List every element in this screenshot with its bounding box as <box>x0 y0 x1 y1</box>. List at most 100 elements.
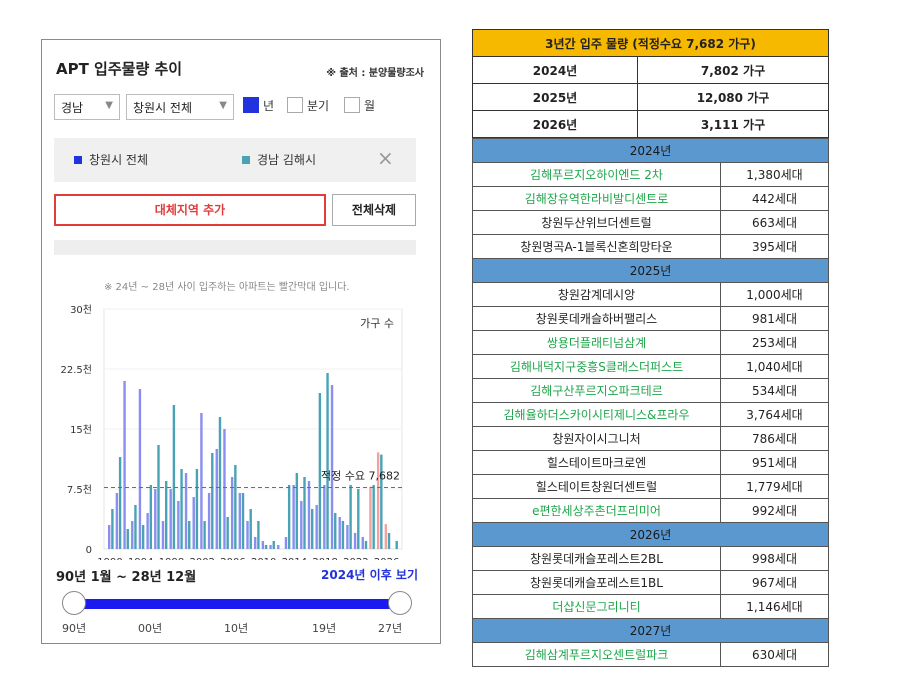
unit-count: 1,380세대 <box>720 162 829 187</box>
bar <box>334 513 337 549</box>
bar <box>318 393 322 549</box>
table-row: 힐스테이트마크로엔 951세대 <box>472 450 829 475</box>
unit-count: 1,779세대 <box>720 474 829 499</box>
y-tick-label: 0 <box>86 545 92 556</box>
summary-year: 2024년 <box>472 56 638 84</box>
x-tick-label: 2018 <box>312 557 337 560</box>
bar <box>215 449 218 549</box>
legend-label-gimhae: 경남 김해시 <box>257 153 317 167</box>
checkbox-year-label: 년 <box>263 99 275 113</box>
bar <box>146 513 149 549</box>
table-row: 2026년 3,111 가구 <box>472 110 829 138</box>
view-after-2024-link[interactable]: 2024년 이후 보기 <box>321 568 418 582</box>
checkbox-quarter[interactable] <box>287 97 303 113</box>
delete-all-button[interactable]: 전체삭제 <box>332 194 416 226</box>
divider-bar <box>54 240 416 255</box>
bar <box>376 452 380 549</box>
complex-name: 창원자이시그니처 <box>472 426 721 451</box>
close-icon[interactable]: × <box>377 146 394 170</box>
bar <box>353 533 357 549</box>
checkbox-year[interactable] <box>243 97 259 113</box>
table-row: 김해삼계푸르지오센트럴파크 630세대 <box>472 642 829 667</box>
unit-count: 442세대 <box>720 186 829 211</box>
table-row: 김해율하더스카이시티제니스&프라우 3,764세대 <box>472 402 829 427</box>
bar <box>218 417 222 549</box>
complex-name: 김해장유역한라비발디센트로 <box>472 186 721 211</box>
unit-count: 534세대 <box>720 378 829 403</box>
x-tick-label: 2002 <box>189 557 214 560</box>
complex-name: 힐스테이트창원더센트럴 <box>472 474 721 499</box>
bar <box>346 525 349 549</box>
unit-count: 3,764세대 <box>720 402 829 427</box>
table-row: 김해장유역한라비발디센트로 442세대 <box>472 186 829 211</box>
bar <box>157 445 160 549</box>
y-tick-label: 30천 <box>70 304 92 316</box>
chevron-down-icon: ▼ <box>105 100 113 111</box>
bar <box>361 537 364 549</box>
bar <box>387 533 391 549</box>
legend-label-changwon: 창원시 전체 <box>89 153 149 167</box>
table-row: 창원롯데캐슬포레스트1BL 967세대 <box>472 570 829 595</box>
table-row: 창원롯데캐슬포레스트2BL 998세대 <box>472 546 829 571</box>
bar <box>154 489 157 549</box>
bar <box>384 524 388 549</box>
bar <box>307 481 311 549</box>
slider-label: 19년 <box>312 622 337 635</box>
unit-count: 1,000세대 <box>720 282 829 307</box>
complex-name: 쌍용더플래티넘삼계 <box>472 330 721 355</box>
table-row: 쌍용더플래티넘삼계 253세대 <box>472 330 829 355</box>
range-text: 90년 1월 ~ 28년 12월 <box>56 570 197 585</box>
bar <box>211 453 214 549</box>
checkbox-month[interactable] <box>344 97 360 113</box>
bar <box>161 521 165 549</box>
x-tick-label: 1998 <box>159 557 184 560</box>
range-slider-start-handle[interactable] <box>62 591 86 615</box>
bar <box>111 509 114 549</box>
complex-name: e편한세상주촌더프리미어 <box>472 498 721 523</box>
slider-label: 00년 <box>138 622 163 635</box>
bar <box>108 525 111 549</box>
bar <box>292 485 295 549</box>
complex-name: 창원롯데캐슬포레스트1BL <box>472 570 721 595</box>
unit-count: 998세대 <box>720 546 829 571</box>
bar <box>180 469 183 549</box>
bar <box>357 489 360 549</box>
bar <box>138 389 142 549</box>
x-tick-label: 2026 <box>374 557 399 560</box>
add-region-button[interactable]: 대체지역 추가 <box>54 194 326 226</box>
range-slider-end-handle[interactable] <box>388 591 412 615</box>
bar <box>149 485 153 549</box>
bar <box>141 525 145 549</box>
summary-value: 3,111 가구 <box>637 110 829 138</box>
bar <box>310 509 314 549</box>
unit-count: 967세대 <box>720 570 829 595</box>
bar <box>264 545 268 549</box>
bar <box>123 381 126 549</box>
bar <box>287 485 291 549</box>
unit-count: 786세대 <box>720 426 829 451</box>
summary-value: 12,080 가구 <box>637 83 829 111</box>
city-select[interactable]: 창원시 전체 ▼ <box>126 94 234 120</box>
bar <box>369 486 372 549</box>
city-select-value: 창원시 전체 <box>133 101 193 115</box>
bar <box>226 517 229 549</box>
legend-swatch-changwon <box>74 156 82 164</box>
x-tick-label: 2010 <box>251 557 276 560</box>
summary-header: 3년간 입주 물량 (적정수요 7,682 가구) <box>472 29 829 57</box>
complex-name: 힐스테이트마크로엔 <box>472 450 721 475</box>
region-select[interactable]: 경남 ▼ <box>54 94 120 120</box>
unit-count: 951세대 <box>720 450 829 475</box>
bar <box>338 517 341 549</box>
table-row: 창원명곡A-1블록신혼희망타운 395세대 <box>472 234 829 259</box>
bar <box>172 405 176 549</box>
bar <box>249 509 252 549</box>
bar <box>295 473 299 549</box>
chevron-down-icon: ▼ <box>219 100 227 111</box>
x-tick-label: 2014 <box>282 557 307 560</box>
range-slider-track[interactable] <box>72 599 400 609</box>
bar <box>395 541 398 549</box>
table-row: 2024년 7,802 가구 <box>472 56 829 84</box>
bar <box>126 529 129 549</box>
bar <box>184 473 188 549</box>
bar <box>207 493 211 549</box>
